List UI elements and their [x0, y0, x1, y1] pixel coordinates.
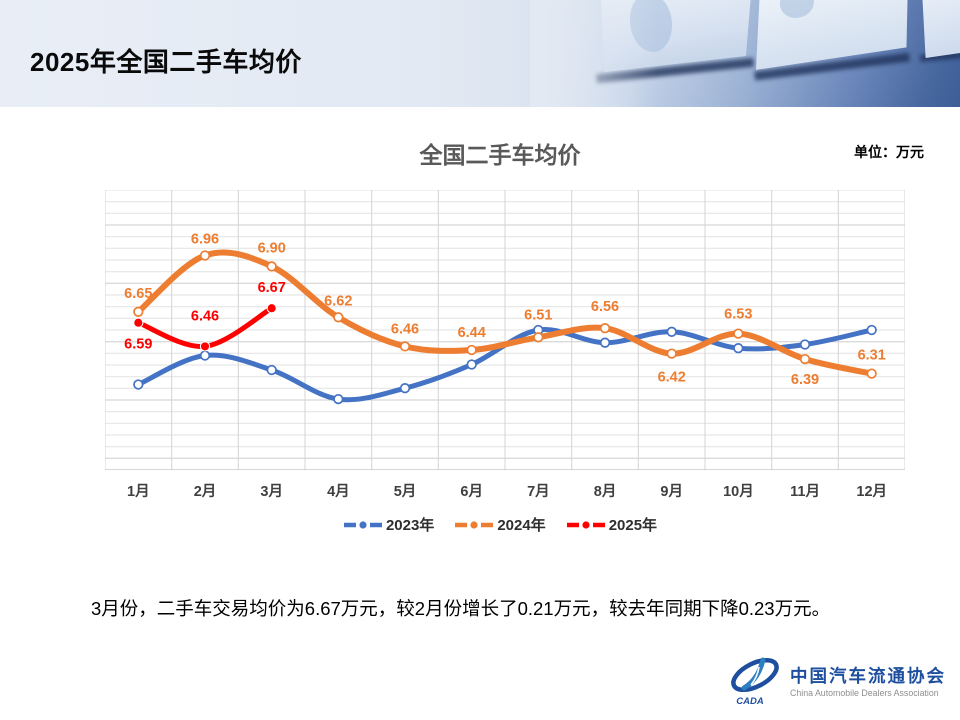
- logo-text-block: 中国汽车流通协会 China Automobile Dealers Associ…: [790, 666, 946, 697]
- x-axis-label: 5月: [393, 484, 417, 500]
- data-label: 6.59: [124, 337, 152, 353]
- data-point: [666, 348, 677, 359]
- data-point: [799, 353, 811, 365]
- world-map-pattern: [780, 0, 814, 18]
- data-point: [333, 393, 344, 405]
- data-point: [866, 324, 877, 336]
- data-point: [599, 337, 611, 348]
- header-decoration-cubes: [530, 0, 960, 107]
- data-label: 6.42: [658, 370, 686, 386]
- data-point: [733, 343, 744, 354]
- legend-item-2025年: 2025年: [566, 514, 657, 535]
- unit-label: 单位：万元: [854, 144, 924, 160]
- chart-title: 全国二手车均价: [419, 142, 581, 168]
- x-axis-labels: 1月 2月 3月 4月 5月 6月 7月 8月 9月 10月 11月 12月: [105, 480, 905, 501]
- slide-header: 2025年全国二手车均价: [0, 0, 960, 107]
- x-axis-label: 11月: [790, 484, 820, 500]
- data-label: 6.39: [791, 372, 819, 388]
- legend-marker-icon: [455, 520, 494, 529]
- summary-text: 3月份，二手车交易均价为6.67万元，较2月份增长了0.21万元，较去年同期下降…: [91, 598, 831, 619]
- data-point: [799, 339, 811, 350]
- x-axis-label: 9月: [660, 484, 683, 500]
- data-point: [866, 368, 877, 379]
- data-point: [199, 350, 211, 361]
- cube-graphic: [922, 0, 960, 58]
- data-label: 6.46: [391, 321, 419, 337]
- x-axis-label: 6月: [460, 484, 483, 500]
- data-point: [133, 379, 144, 390]
- data-point: [466, 359, 477, 370]
- data-label: 6.65: [124, 286, 152, 302]
- x-axis-label: 8月: [593, 484, 617, 500]
- data-label: 6.96: [191, 232, 219, 248]
- x-axis-label: 3月: [260, 484, 283, 500]
- data-point: [133, 306, 144, 317]
- data-point: [266, 303, 277, 314]
- data-label: 6.53: [724, 307, 752, 323]
- legend-label: 2024年: [497, 517, 546, 534]
- data-label: 6.51: [524, 307, 552, 323]
- footer-logo: CADA 中国汽车流通协会 China Automobile Dealers A…: [727, 655, 946, 709]
- data-point: [599, 323, 611, 334]
- legend-item-2023年: 2023年: [343, 514, 434, 535]
- legend-item-2024年: 2024年: [454, 514, 546, 535]
- data-point: [266, 364, 277, 376]
- x-axis-label: 12月: [856, 484, 888, 500]
- data-point: [733, 328, 744, 339]
- data-point: [133, 317, 144, 328]
- x-axis-label: 2月: [193, 484, 217, 500]
- data-label: 6.62: [324, 293, 352, 309]
- x-axis-label: 1月: [127, 484, 150, 500]
- chart-legend: 2023年 2024年 2025年: [105, 514, 895, 535]
- data-point: [399, 383, 411, 394]
- x-axis-label: 7月: [527, 484, 550, 500]
- x-axis-label: 4月: [327, 484, 350, 500]
- legend-label: 2025年: [608, 517, 658, 534]
- data-label: 6.90: [258, 240, 286, 256]
- data-label: 6.46: [191, 308, 219, 324]
- data-point: [199, 250, 211, 261]
- data-point: [399, 341, 411, 352]
- data-label: 6.31: [858, 348, 886, 364]
- data-point: [533, 332, 544, 343]
- logo-mark-text: CADA: [736, 696, 764, 707]
- cada-logo-icon: CADA: [731, 657, 779, 707]
- logo-name-en: China Automobile Dealers Association: [790, 687, 939, 698]
- data-point: [266, 261, 277, 272]
- header-art-fade: [530, 0, 680, 107]
- logo-name-cn: 中国汽车流通协会: [790, 666, 946, 687]
- page-title: 2025年全国二手车均价: [30, 47, 302, 77]
- legend-label: 2023年: [385, 517, 435, 534]
- legend-marker-icon: [343, 520, 382, 529]
- data-label: 6.56: [591, 299, 619, 315]
- legend-marker-icon: [566, 520, 605, 529]
- data-label: 6.67: [258, 280, 286, 296]
- data-point: [199, 341, 211, 352]
- data-point: [466, 344, 477, 356]
- data-point: [666, 326, 677, 337]
- price-line-chart: 6.65 6.96 6.90 6.62 6.46 6.44 6.51 6.56 6.42 6.53…: [105, 190, 905, 470]
- x-axis-label: 10月: [723, 484, 754, 500]
- data-label: 6.44: [458, 325, 486, 341]
- data-point: [333, 312, 344, 323]
